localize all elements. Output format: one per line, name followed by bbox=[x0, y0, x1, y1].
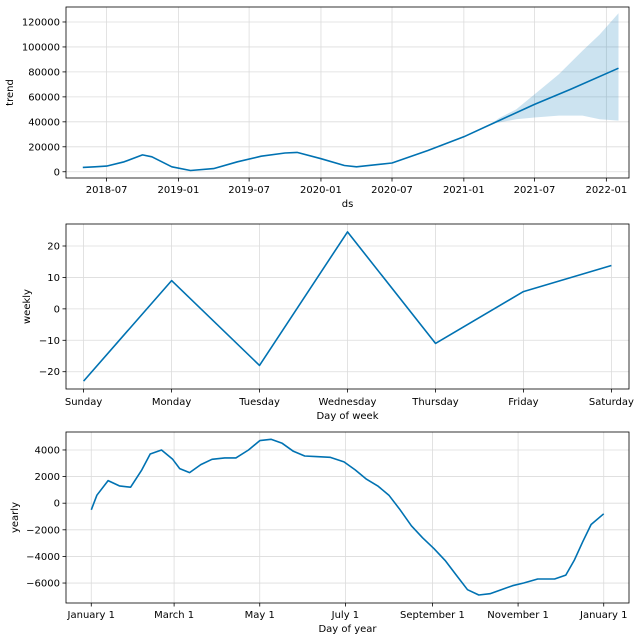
x-tick-label: Sunday bbox=[65, 397, 102, 408]
panel-yearly: January 1 March 1 May 1 July 1 September 1 No… bbox=[10, 431, 630, 635]
x-tick-label: January 1 bbox=[67, 610, 115, 621]
x-tick-label: May 1 bbox=[245, 610, 275, 621]
yearly-line bbox=[90, 438, 605, 596]
y-tick-label: 0 bbox=[54, 499, 60, 510]
y-tick-label: −2000 bbox=[26, 525, 60, 536]
y-tick-label: 20000 bbox=[28, 142, 60, 153]
x-tick-label: September 1 bbox=[400, 610, 465, 621]
y-tick-label: 0 bbox=[54, 167, 60, 178]
y-tick-label: 60000 bbox=[28, 92, 60, 103]
trend-line bbox=[82, 67, 619, 172]
panel-trend: 2018-07 2019-01 2019-07 2020-01 2020-07 2021-… bbox=[5, 6, 630, 210]
y-tick-label: −4000 bbox=[26, 552, 60, 563]
x-tick-label: Tuesday bbox=[238, 397, 280, 408]
plot-frame bbox=[65, 6, 630, 179]
x-tick-label: November 1 bbox=[487, 610, 549, 621]
x-tick-label: 2021-01 bbox=[443, 185, 485, 196]
x-tick-label: 2021-07 bbox=[514, 185, 556, 196]
y-tick-label: −20 bbox=[39, 367, 60, 378]
y-tick-label: 40000 bbox=[28, 117, 60, 128]
y-tick-label: 4000 bbox=[35, 445, 60, 456]
y-tick-label: 10 bbox=[47, 273, 60, 284]
x-axis-label: ds bbox=[342, 199, 354, 210]
y-axis-label: weekly bbox=[22, 289, 33, 324]
plot-frame bbox=[65, 431, 630, 604]
x-tick-label: March 1 bbox=[154, 610, 194, 621]
y-tick-label: 100000 bbox=[22, 42, 60, 53]
x-tick-label: Saturday bbox=[589, 397, 634, 408]
uncertainty-band bbox=[492, 13, 619, 124]
panel-weekly: Sunday Monday Tuesday Wednesday Thursday Frid… bbox=[22, 223, 634, 422]
x-tick-label: 2022-01 bbox=[585, 185, 627, 196]
x-tick-label: Wednesday bbox=[319, 397, 377, 408]
x-tick-label: 2019-07 bbox=[228, 185, 270, 196]
x-tick-label: 2018-07 bbox=[86, 185, 128, 196]
y-tick-label: 20 bbox=[47, 242, 60, 253]
x-axis-label: Day of week bbox=[316, 411, 378, 422]
y-tick-label: 2000 bbox=[35, 472, 60, 483]
y-tick-label: −6000 bbox=[26, 579, 60, 590]
x-tick-label: 2020-07 bbox=[371, 185, 413, 196]
x-tick-label: July 1 bbox=[331, 610, 360, 621]
y-axis-label: trend bbox=[5, 79, 16, 106]
x-tick-label: 2019-01 bbox=[158, 185, 200, 196]
y-tick-label: 0 bbox=[54, 304, 60, 315]
x-tick-label: Monday bbox=[152, 397, 192, 408]
weekly-line bbox=[82, 231, 612, 382]
x-tick-label: Thursday bbox=[411, 397, 459, 408]
x-tick-label: 2020-01 bbox=[300, 185, 342, 196]
y-tick-label: 120000 bbox=[22, 17, 60, 28]
y-axis-label: yearly bbox=[10, 502, 21, 533]
x-tick-label: Friday bbox=[508, 397, 538, 408]
x-axis-label: Day of year bbox=[318, 624, 377, 635]
y-tick-label: −10 bbox=[39, 336, 60, 347]
y-tick-label: 80000 bbox=[28, 67, 60, 78]
x-tick-label: January 1 bbox=[579, 610, 627, 621]
